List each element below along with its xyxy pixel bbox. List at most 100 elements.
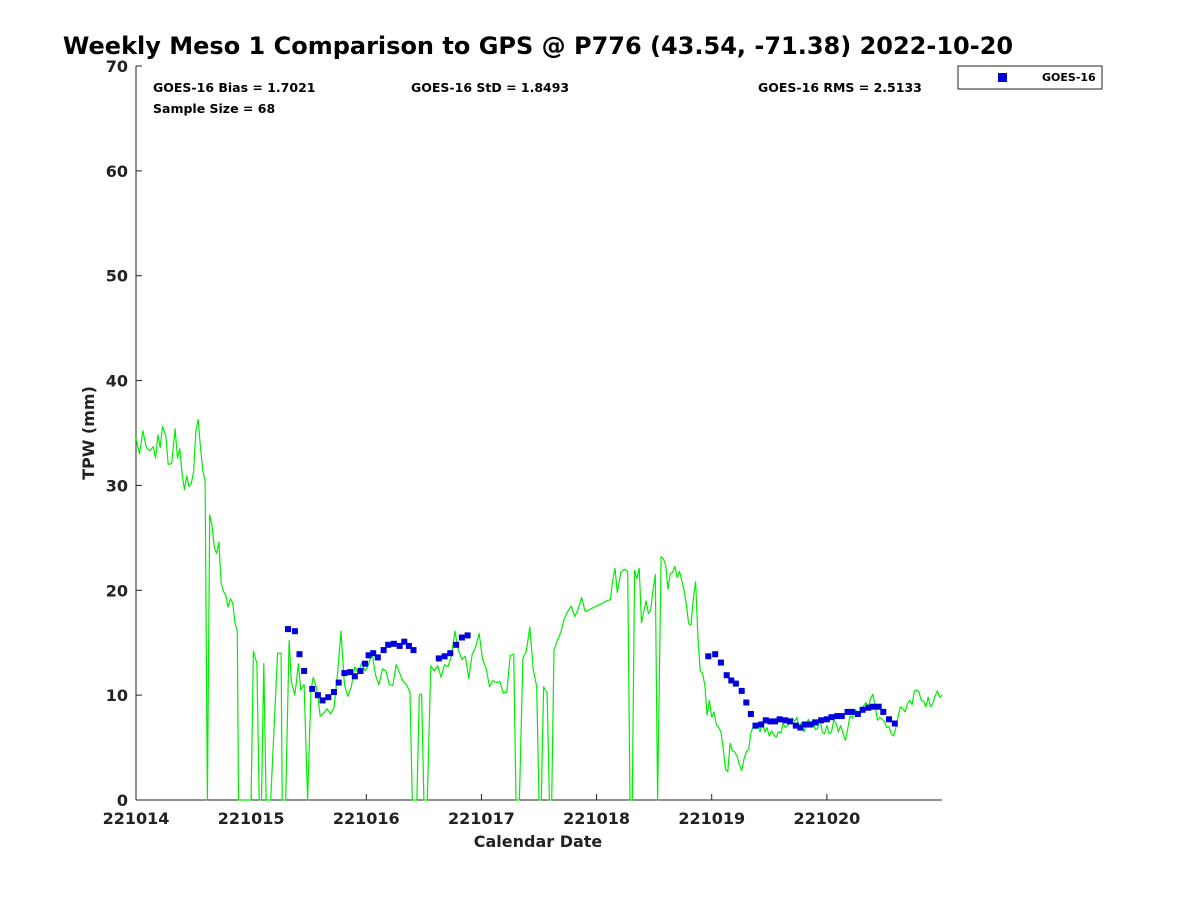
- goes-16-point: [865, 704, 872, 711]
- goes-16-point: [380, 647, 387, 654]
- x-tick-label: 221019: [678, 809, 745, 828]
- goes-16-point: [447, 650, 454, 657]
- goes-16-point: [285, 626, 291, 633]
- goes-16-point: [705, 653, 712, 660]
- rms-stat: GOES-16 RMS = 2.5133: [758, 80, 922, 95]
- goes-16-point: [758, 721, 765, 728]
- goes-16-point: [782, 717, 789, 724]
- goes-16-point: [891, 720, 898, 727]
- sample-size-stat: Sample Size = 68: [153, 101, 275, 116]
- goes-16-point: [331, 689, 337, 695]
- goes-16-point: [370, 650, 377, 657]
- goes-16-point: [712, 651, 719, 658]
- y-tick-label: 0: [117, 791, 128, 810]
- goes-16-point: [390, 640, 397, 647]
- goes-16-point: [357, 668, 364, 674]
- std-stat: GOES-16 StD = 1.8493: [411, 80, 569, 95]
- goes-16-point: [723, 672, 730, 679]
- goes-16-point: [772, 718, 778, 725]
- goes-16-point: [762, 717, 769, 724]
- y-ticks: 0 10 20 30 40 50 60 70: [106, 57, 142, 810]
- goes-16-point: [464, 632, 471, 639]
- goes-16-point: [341, 670, 348, 677]
- gps-series: [135, 418, 943, 801]
- goes-16-point: [291, 628, 298, 635]
- goes-16-point: [880, 708, 887, 715]
- goes-16-point: [728, 677, 735, 684]
- goes-16-point: [738, 687, 745, 694]
- legend-marker-goes-16: [998, 73, 1007, 82]
- bias-stat: GOES-16 Bias = 1.7021: [153, 80, 315, 95]
- goes-16-point: [818, 717, 825, 724]
- x-tick-label: 221017: [448, 809, 515, 828]
- legend-label-goes-16: GOES-16: [1042, 71, 1096, 84]
- goes-16-point: [823, 716, 830, 723]
- goes-16-point: [854, 711, 861, 717]
- goes-16-point: [787, 718, 793, 725]
- x-axis-label: Calendar Date: [474, 832, 603, 851]
- x-tick-label: 221018: [563, 809, 630, 828]
- goes-16-point: [732, 680, 739, 687]
- goes-16-point: [828, 714, 835, 721]
- goes-16-point: [717, 659, 724, 666]
- goes-16-point: [365, 652, 372, 659]
- legend-box: [957, 65, 1103, 90]
- legend: GOES-16: [957, 65, 1103, 90]
- goes-16-point: [396, 642, 403, 649]
- goes-16-point: [309, 685, 316, 692]
- goes-16-point: [838, 713, 845, 720]
- goes-16-point: [812, 719, 819, 726]
- goes-16-point: [747, 711, 754, 717]
- goes-16-point: [859, 706, 866, 713]
- goes-16-point: [797, 724, 804, 731]
- goes-16-point: [453, 641, 460, 648]
- x-tick-label: 221020: [793, 809, 860, 828]
- goes-16-point: [441, 653, 448, 660]
- y-tick-label: 20: [106, 581, 128, 600]
- y-tick-label: 40: [106, 372, 128, 391]
- goes-16-point: [743, 699, 750, 706]
- goes-16-point: [301, 668, 308, 674]
- goes-16-point: [802, 721, 808, 728]
- x-ticks: 221014 221015 221016 221017 221018 221019 2210…: [103, 794, 860, 828]
- goes-16-point: [869, 703, 876, 710]
- goes-16-point: [792, 722, 799, 729]
- goes-16-point: [875, 703, 882, 710]
- y-tick-label: 10: [106, 686, 128, 705]
- y-tick-label: 30: [106, 476, 128, 495]
- goes-16-point: [405, 642, 412, 649]
- goes-16-point: [410, 647, 417, 654]
- goes-16-series: [285, 626, 898, 731]
- goes-16-point: [401, 638, 408, 645]
- y-tick-label: 70: [106, 57, 128, 76]
- goes-16-point: [296, 651, 303, 658]
- goes-16-point: [752, 722, 759, 729]
- goes-16-point: [834, 713, 841, 720]
- goes-16-point: [385, 641, 392, 648]
- goes-16-point: [767, 718, 774, 725]
- gps-line: [135, 418, 943, 801]
- goes-16-point: [458, 634, 465, 641]
- x-tick-label: 221014: [103, 809, 170, 828]
- goes-16-point: [347, 669, 354, 676]
- goes-16-point: [844, 708, 851, 715]
- x-tick-label: 221015: [218, 809, 285, 828]
- goes-16-point: [849, 708, 856, 715]
- goes-16-point: [362, 660, 369, 667]
- goes-16-point: [314, 692, 321, 699]
- goes-16-point: [807, 721, 814, 728]
- goes-16-point: [351, 673, 358, 680]
- goes-16-point: [776, 716, 783, 723]
- y-tick-label: 60: [106, 162, 128, 181]
- y-tick-label: 50: [106, 267, 128, 286]
- goes-16-point: [325, 694, 332, 701]
- goes-16-point: [435, 655, 442, 662]
- x-tick-label: 221016: [333, 809, 400, 828]
- chart-title: Weekly Meso 1 Comparison to GPS @ P776 (…: [63, 32, 1013, 60]
- goes-16-point: [374, 654, 381, 661]
- plot-area: 0 10 20 30 40 50 60 70 221014 221015 221016 221017…: [103, 57, 943, 828]
- goes-16-point: [886, 716, 892, 723]
- y-axis-label: TPW (mm): [79, 386, 98, 480]
